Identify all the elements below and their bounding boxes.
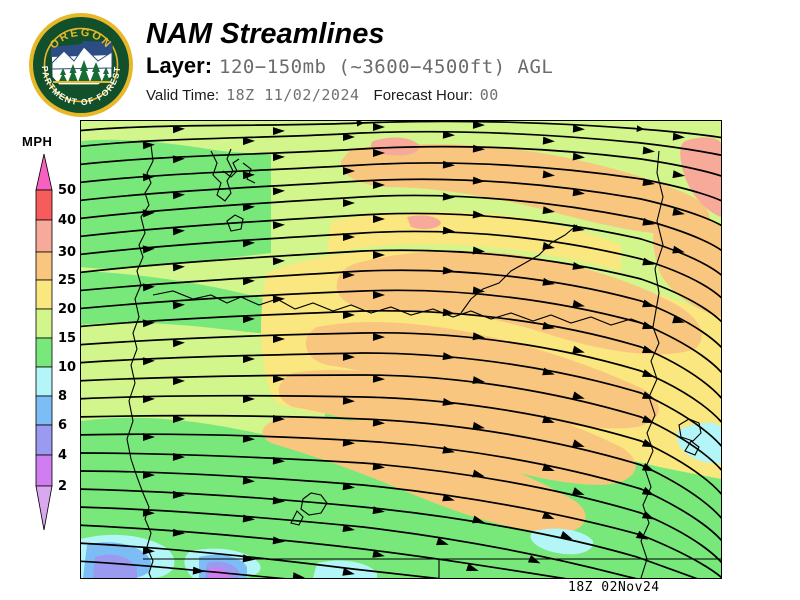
colorbar-tick: 10: [58, 360, 77, 375]
valid-time-line: Valid Time: 18Z 11/02/2024 Forecast Hour: 0…: [146, 85, 786, 106]
colorbar-bar: [33, 152, 55, 534]
colorbar-tick: 50: [58, 183, 77, 198]
layer-label: Layer:: [146, 53, 213, 78]
oregon-department-of-forestry-seal: OREGON DEPARTMENT OF FORESTRY: [26, 11, 136, 119]
map-plot-area[interactable]: [80, 120, 722, 579]
forecast-hour-label: Forecast Hour:: [373, 87, 473, 104]
map-timestamp: 18Z 02Nov24: [568, 580, 660, 595]
layer-value: 120−150mb (~3600−4500ft) AGL: [219, 56, 554, 78]
colorbar-tick: 2: [58, 479, 68, 494]
colorbar-tick: 4: [58, 448, 68, 463]
colorbar-tick: 20: [58, 302, 77, 317]
forecast-hour-value: 00: [479, 86, 499, 104]
colorbar-tick: 25: [58, 273, 77, 288]
colorbar-legend: MPH 50 40 30 25 20 15 10 8 6 4: [8, 134, 80, 534]
layer-line: Layer: 120−150mb (~3600−4500ft) AGL: [146, 53, 786, 81]
header: OREGON DEPARTMENT OF FORESTRY NAM Stream…: [0, 0, 800, 118]
valid-time-label: Valid Time:: [146, 87, 220, 104]
colorbar-tick: 40: [58, 213, 77, 228]
colorbar-tick: 30: [58, 245, 77, 260]
colorbar-ticks: 50 40 30 25 20 15 10 8 6 4 2: [58, 152, 88, 534]
title-block: NAM Streamlines Layer: 120−150mb (~3600−4…: [146, 18, 786, 106]
colorbar-tick: 8: [58, 389, 68, 404]
colorbar-title: MPH: [22, 134, 53, 149]
page-title: NAM Streamlines: [146, 18, 385, 50]
valid-time-value: 18Z 11/02/2024: [226, 86, 360, 104]
colorbar-tick: 6: [58, 418, 68, 433]
colorbar-tick: 15: [58, 331, 77, 346]
wind-speed-streamline-field: [81, 121, 721, 578]
